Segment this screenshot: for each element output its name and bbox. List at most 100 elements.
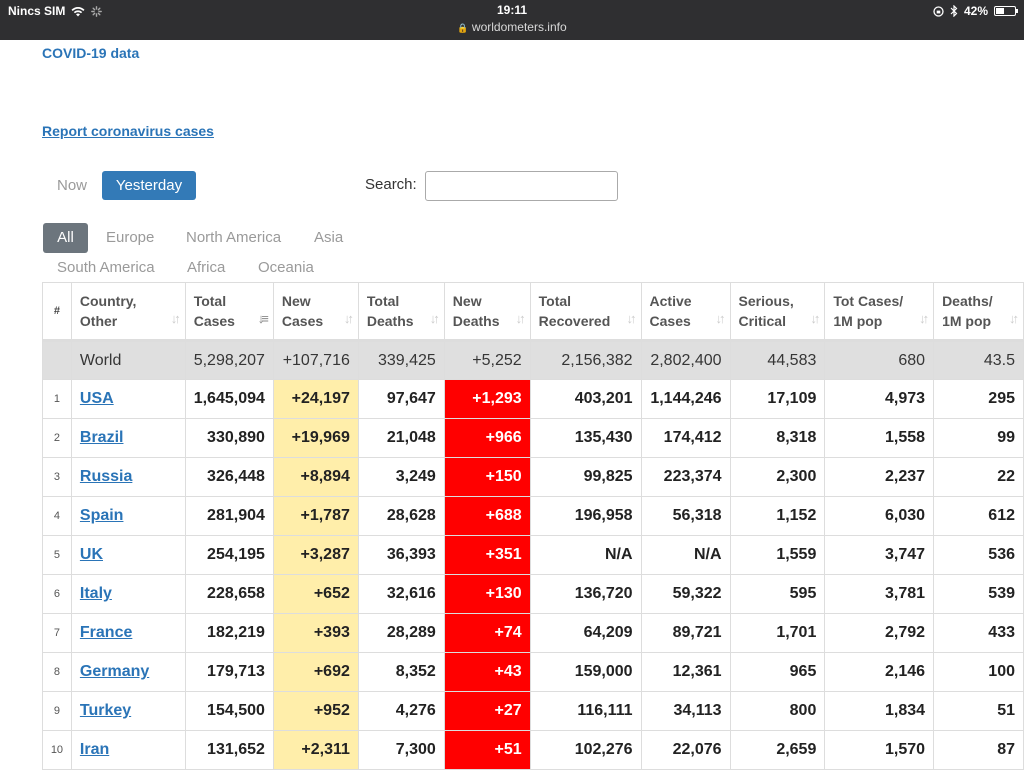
col-header-total-recovered[interactable]: Total Recovered ↓↑ <box>529 282 642 342</box>
cell-country: France <box>70 613 186 653</box>
search-input[interactable] <box>425 171 618 201</box>
col-header-total-cases[interactable]: Total Cases ↓≡ <box>184 282 274 342</box>
region-tab-north-america[interactable]: North America <box>186 229 282 246</box>
country-link[interactable]: Italy <box>79 585 112 602</box>
table-header-row: # Country, Other ↓↑ Total Cases ↓≡ New Cases ↓… <box>42 282 1024 342</box>
report-cases-link[interactable]: Report coronavirus cases <box>42 123 214 139</box>
cell-total-recovered: 2,156,382 <box>529 340 642 380</box>
country-link[interactable]: UK <box>79 546 103 563</box>
cell-country: Germany <box>70 652 186 692</box>
sort-icon: ↓↑ <box>626 311 637 326</box>
covid-data-link[interactable]: COVID-19 data <box>42 45 140 61</box>
cell-country: UK <box>70 535 186 575</box>
cell-country: Spain <box>70 496 186 536</box>
cell-total-cases: 330,890 <box>184 418 274 458</box>
address-bar[interactable]: 🔒 worldometers.info <box>0 20 1024 34</box>
cell-new-cases: +107,716 <box>272 340 359 380</box>
col-header-total-deaths[interactable]: Total Deaths ↓↑ <box>357 282 445 342</box>
cell-total-cases: 5,298,207 <box>184 340 274 380</box>
region-tab-oceania[interactable]: Oceania <box>258 259 314 276</box>
cell-new-deaths: +1,293 <box>443 379 531 419</box>
cell-new-deaths: +130 <box>443 574 531 614</box>
cell-active-cases: 56,318 <box>640 496 731 536</box>
toggle-yesterday-button[interactable]: Yesterday <box>102 171 196 200</box>
cell-total-deaths: 339,425 <box>357 340 445 380</box>
cell-new-cases: +692 <box>272 652 359 692</box>
cell-cases-per-million: 3,781 <box>824 574 935 614</box>
cell-total-deaths: 32,616 <box>357 574 445 614</box>
cell-total-recovered: 403,201 <box>529 379 642 419</box>
country-link[interactable]: Russia <box>79 468 133 485</box>
carrier-label: Nincs SIM <box>8 4 66 18</box>
cell-rank: 5 <box>42 535 72 575</box>
region-tab-africa[interactable]: Africa <box>187 259 226 276</box>
cell-deaths-per-million: 51 <box>933 691 1024 731</box>
col-header-deaths-per-million[interactable]: Deaths/1M pop ↓↑ <box>933 282 1024 342</box>
cell-serious-critical: 1,701 <box>729 613 826 653</box>
cell-serious-critical: 1,152 <box>729 496 826 536</box>
cell-rank: 3 <box>42 457 72 497</box>
cell-deaths-per-million: 100 <box>933 652 1024 692</box>
cell-deaths-per-million: 539 <box>933 574 1024 614</box>
cell-new-deaths: +150 <box>443 457 531 497</box>
cell-total-cases: 182,219 <box>184 613 274 653</box>
region-tab-asia[interactable]: Asia <box>314 229 344 246</box>
cell-country: Brazil <box>70 418 186 458</box>
cell-rank: 2 <box>42 418 72 458</box>
lock-icon: 🔒 <box>457 23 469 33</box>
cell-new-deaths: +966 <box>443 418 531 458</box>
cell-total-deaths: 28,628 <box>357 496 445 536</box>
cell-cases-per-million: 2,146 <box>824 652 935 692</box>
loading-spinner-icon <box>91 5 103 17</box>
col-header-country[interactable]: Country, Other ↓↑ <box>70 282 186 342</box>
col-header-new-deaths[interactable]: New Deaths ↓↑ <box>443 282 531 342</box>
cell-deaths-per-million: 295 <box>933 379 1024 419</box>
region-tab-south-america[interactable]: South America <box>57 259 155 276</box>
col-header-active-cases[interactable]: Active Cases ↓↑ <box>640 282 731 342</box>
status-right: 42% <box>933 4 1018 18</box>
cell-country: World <box>70 340 186 380</box>
col-header-serious-critical[interactable]: Serious, Critical ↓↑ <box>729 282 826 342</box>
cell-new-deaths: +27 <box>443 691 531 731</box>
col-header-new-cases[interactable]: New Cases ↓↑ <box>272 282 359 342</box>
cell-total-cases: 326,448 <box>184 457 274 497</box>
cell-new-cases: +2,311 <box>272 730 359 770</box>
cell-total-deaths: 8,352 <box>357 652 445 692</box>
cell-new-deaths: +74 <box>443 613 531 653</box>
cell-total-cases: 154,500 <box>184 691 274 731</box>
cell-new-deaths: +688 <box>443 496 531 536</box>
col-header-cases-per-million[interactable]: Tot Cases/1M pop ↓↑ <box>824 282 935 342</box>
sort-icon: ↓↑ <box>715 311 726 326</box>
table-row: 4 Spain 281,904 +1,787 28,628 +688 196,958 56,3… <box>42 496 1024 536</box>
cell-country: Turkey <box>70 691 186 731</box>
cell-active-cases: 1,144,246 <box>640 379 731 419</box>
orientation-lock-icon <box>933 5 944 17</box>
cell-serious-critical: 595 <box>729 574 826 614</box>
cell-rank: 10 <box>42 730 72 770</box>
country-link[interactable]: Iran <box>79 741 110 758</box>
region-tab-europe[interactable]: Europe <box>106 229 155 246</box>
toggle-now-button[interactable]: Now <box>56 177 87 194</box>
cell-cases-per-million: 4,973 <box>824 379 935 419</box>
col-header-rank[interactable]: # <box>42 282 72 342</box>
cell-total-cases: 228,658 <box>184 574 274 614</box>
cell-cases-per-million: 680 <box>824 340 935 380</box>
ios-status-bar: Nincs SIM 19:11 🔒 worldometers.info 42% <box>0 0 1024 40</box>
cell-new-cases: +3,287 <box>272 535 359 575</box>
cell-new-cases: +19,969 <box>272 418 359 458</box>
country-link[interactable]: Spain <box>79 507 124 524</box>
country-link[interactable]: Germany <box>79 663 150 680</box>
country-link[interactable]: Turkey <box>79 702 132 719</box>
cell-total-recovered: 116,111 <box>529 691 642 731</box>
cell-new-cases: +1,787 <box>272 496 359 536</box>
table-row: 1 USA 1,645,094 +24,197 97,647 +1,293 403,201 1… <box>42 379 1024 419</box>
cell-new-cases: +952 <box>272 691 359 731</box>
region-tab-all[interactable]: All <box>43 223 88 253</box>
country-link[interactable]: France <box>79 624 133 641</box>
sort-icon: ↓↑ <box>1009 311 1019 326</box>
cell-total-cases: 131,652 <box>184 730 274 770</box>
cell-total-recovered: N/A <box>529 535 642 575</box>
country-link[interactable]: Brazil <box>79 429 124 446</box>
cell-new-cases: +24,197 <box>272 379 359 419</box>
country-link[interactable]: USA <box>79 390 114 407</box>
